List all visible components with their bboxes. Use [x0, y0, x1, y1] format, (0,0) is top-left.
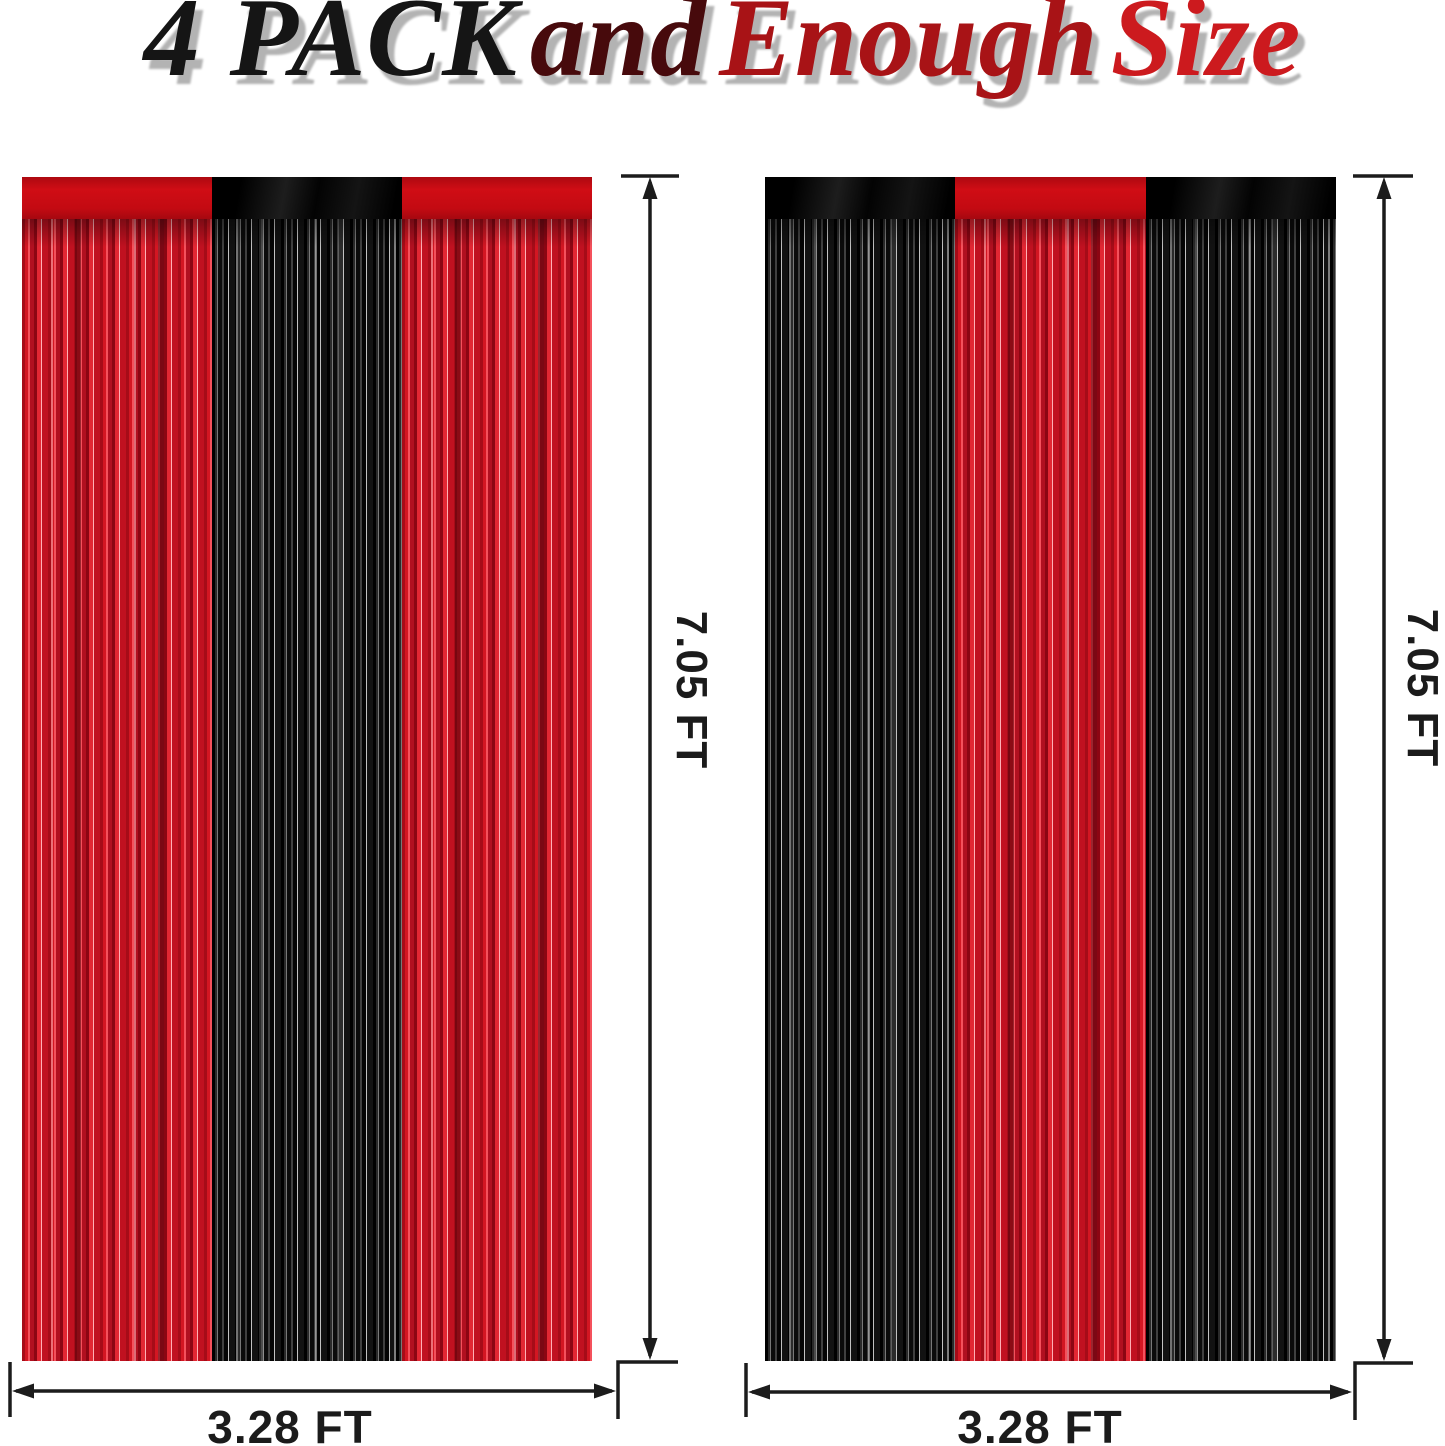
width-label-right: 3.28 FT	[957, 1401, 1123, 1446]
curtain-panel-left	[22, 177, 592, 1361]
curtain-header-band-red	[955, 177, 1146, 219]
height-arrow-right	[1353, 174, 1413, 1420]
height-label-left: 7.05 FT	[667, 610, 716, 770]
title-word-size: Size	[1110, 0, 1302, 100]
foil-fringe-stripe-red	[402, 177, 592, 1361]
width-label-left: 3.28 FT	[207, 1401, 373, 1446]
foil-fringe-stripe-red	[22, 177, 212, 1361]
curtain-header-band-black	[765, 177, 956, 219]
foil-fringe-stripe-black	[212, 177, 402, 1361]
height-arrow-left	[616, 174, 679, 1419]
foil-fringe-stripe-red	[955, 177, 1146, 1361]
curtain-panel-right	[765, 177, 1337, 1361]
curtain-header-band-red	[402, 177, 592, 219]
height-label-right: 7.05 FT	[1398, 608, 1445, 768]
foil-fringe-stripe-black	[765, 177, 956, 1361]
title-word-and: and	[529, 0, 708, 100]
curtain-header-band-red	[22, 177, 212, 219]
foil-fringe-stripe-black	[1145, 177, 1337, 1361]
curtain-header-band-black	[212, 177, 402, 219]
page-title: 4 PACK and Enough Size	[0, 0, 1445, 103]
curtain-header-band-black	[1145, 177, 1336, 219]
title-word-enough: Enough	[719, 0, 1099, 100]
title-pack-count: 4 PACK	[143, 0, 518, 100]
